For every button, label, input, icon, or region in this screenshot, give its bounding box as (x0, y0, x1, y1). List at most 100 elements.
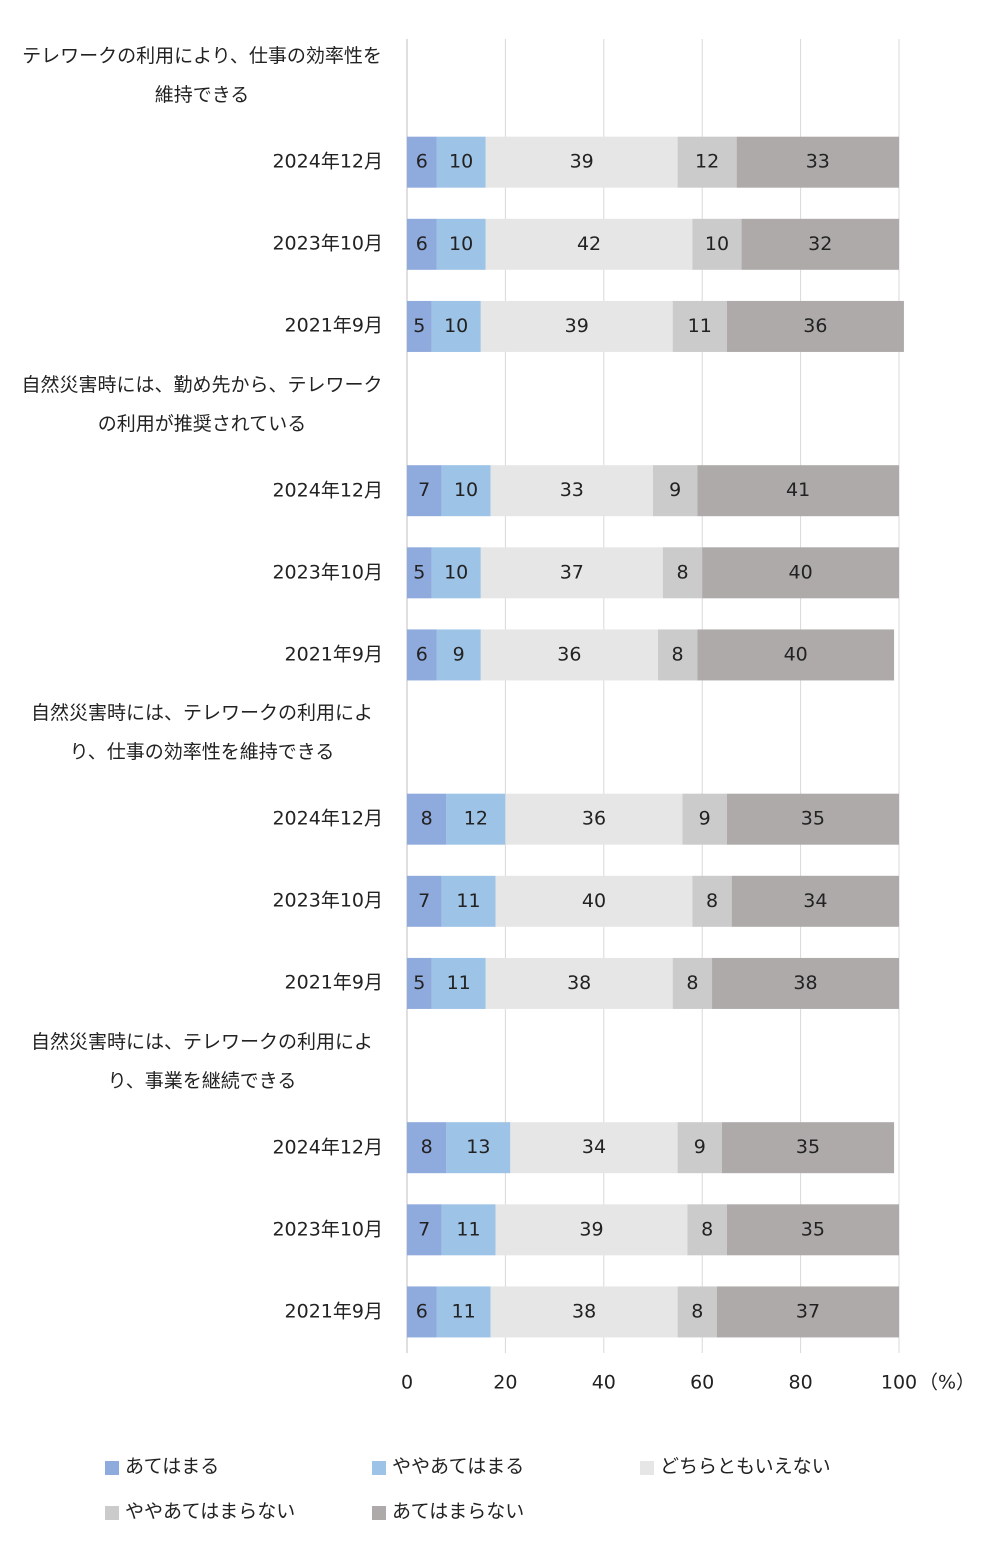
legend-swatch (105, 1461, 119, 1475)
bar-segment (712, 957, 899, 1009)
data-label: 10 (705, 233, 729, 255)
data-label: 6 (416, 151, 428, 173)
data-label: 8 (701, 1218, 713, 1240)
data-label: 8 (676, 561, 688, 583)
legend-swatch (372, 1506, 386, 1520)
data-label: 8 (686, 972, 698, 994)
legend-swatch (105, 1506, 119, 1520)
bar-segment (480, 300, 673, 352)
bar-segment (495, 1204, 688, 1256)
group-label: 自然災害時には、テレワークの利用により、事業を継続できる (30, 1030, 373, 1092)
data-label: 7 (418, 890, 430, 912)
data-label: 40 (582, 890, 606, 912)
data-label: 39 (579, 1218, 603, 1240)
legend-label: どちらともいえない (660, 1456, 831, 1478)
data-label: 9 (453, 643, 465, 665)
legend-label: ややあてはまる (392, 1456, 524, 1478)
data-label: 7 (418, 479, 430, 501)
bar-segment (407, 875, 442, 927)
data-label: 33 (560, 479, 584, 501)
bar-segment (436, 136, 486, 188)
data-label: 10 (454, 479, 478, 501)
category-label: 2024年12月 (272, 150, 383, 173)
data-label: 11 (456, 890, 480, 912)
bar-segment (407, 465, 442, 517)
bar-segment (657, 629, 698, 681)
data-label: 8 (421, 1136, 433, 1158)
bar-segment (480, 547, 663, 599)
bar-segment (490, 1286, 678, 1338)
data-label: 41 (786, 479, 810, 501)
bar-segment (741, 218, 899, 270)
bar-segment (431, 547, 481, 599)
bar-segment (716, 1286, 899, 1338)
data-label: 32 (808, 233, 832, 255)
category-label: 2021年9月 (284, 971, 383, 994)
x-tick-label: 40 (592, 1372, 616, 1394)
data-label: 6 (416, 1300, 428, 1322)
data-label: 11 (456, 1218, 480, 1240)
data-label: 11 (451, 1300, 475, 1322)
category-label: 2023年10月 (272, 1218, 383, 1241)
legend-label: あてはまらない (392, 1501, 524, 1523)
bar-segment (495, 875, 693, 927)
bar-segment (407, 136, 437, 188)
category-label: 2021年9月 (284, 1300, 383, 1323)
group-label: 自然災害時には、テレワークの利用により、仕事の効率性を維持できる (30, 702, 373, 764)
x-tick-label: 100 (881, 1372, 917, 1394)
data-label: 36 (557, 643, 581, 665)
bar-segment (431, 957, 486, 1009)
data-label: 34 (803, 890, 827, 912)
bar-segment (436, 1286, 491, 1338)
bar-segment (407, 957, 432, 1009)
bar-segment (436, 629, 481, 681)
bar-segment (431, 300, 481, 352)
data-label: 38 (793, 972, 817, 994)
bar-segment (721, 1122, 895, 1174)
data-label: 9 (694, 1136, 706, 1158)
bar-segment (692, 218, 742, 270)
bar-segment (407, 1122, 447, 1174)
bar-segment (441, 875, 496, 927)
data-label: 36 (582, 808, 606, 830)
legend-swatch (640, 1461, 654, 1475)
legend-label: ややあてはまらない (125, 1501, 295, 1523)
data-label: 7 (418, 1218, 430, 1240)
data-label: 39 (570, 151, 594, 173)
x-tick-label: 20 (493, 1372, 517, 1394)
x-tick-label: 80 (789, 1372, 813, 1394)
data-label: 12 (464, 808, 488, 830)
bar-segment (505, 793, 683, 845)
category-label: 2021年9月 (284, 314, 383, 337)
bar-segment (407, 1204, 442, 1256)
bar-segment (510, 1122, 678, 1174)
data-label: 40 (789, 561, 813, 583)
data-label: 8 (691, 1300, 703, 1322)
data-label: 6 (416, 233, 428, 255)
data-label: 38 (572, 1300, 596, 1322)
bar-segment (682, 793, 727, 845)
data-label: 9 (669, 479, 681, 501)
bar-segment (726, 1204, 899, 1256)
data-label: 5 (413, 561, 425, 583)
data-label: 35 (796, 1136, 820, 1158)
data-label: 33 (806, 151, 830, 173)
category-label: 2024年12月 (272, 479, 383, 502)
bar-segment (672, 957, 713, 1009)
x-unit-label: （%） (919, 1372, 975, 1394)
data-label: 40 (784, 643, 808, 665)
data-label: 11 (447, 972, 471, 994)
data-label: 11 (688, 315, 712, 337)
bar-segment (677, 1286, 717, 1338)
bar-segment (697, 629, 895, 681)
bar-segment (441, 1204, 496, 1256)
bar-segment (485, 957, 673, 1009)
bar-segment (692, 875, 732, 927)
data-label: 13 (466, 1136, 490, 1158)
category-label: 2023年10月 (272, 889, 383, 912)
data-label: 8 (672, 643, 684, 665)
data-label: 34 (582, 1136, 606, 1158)
bar-segment (672, 300, 727, 352)
data-label: 37 (796, 1300, 820, 1322)
